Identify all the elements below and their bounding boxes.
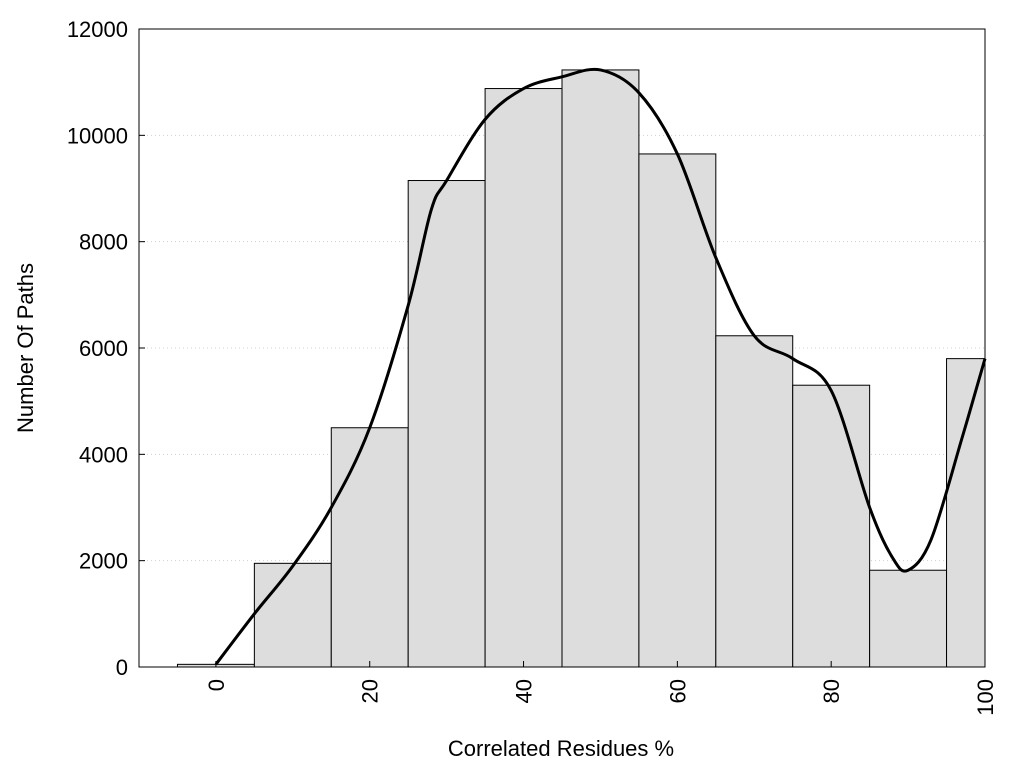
y-axis-label: Number Of Paths [13, 263, 38, 433]
bar [407, 180, 486, 668]
y-tick-label: 0 [116, 655, 128, 680]
bar [869, 569, 948, 668]
bar [946, 358, 986, 668]
y-axis: 0 2000 4000 6000 8000 10000 12000 [67, 17, 145, 680]
y-tick-label: 8000 [79, 230, 128, 255]
bar [792, 384, 871, 668]
density-curve [214, 67, 987, 666]
bar [484, 88, 563, 668]
bar [330, 427, 409, 668]
y-tick-label: 2000 [79, 549, 128, 574]
bar [715, 335, 794, 668]
x-tick-label: 60 [665, 679, 690, 703]
x-tick-label: 80 [819, 679, 844, 703]
y-tick-label: 10000 [67, 123, 128, 148]
density-curve-series [214, 67, 987, 666]
x-axis: 0 20 40 60 80 100 [204, 661, 998, 716]
bar [561, 69, 640, 668]
y-tick-label: 4000 [79, 442, 128, 467]
x-tick-label: 20 [358, 679, 383, 703]
x-tick-label: 40 [512, 679, 537, 703]
x-axis-label: Correlated Residues % [448, 736, 674, 761]
bar-series [176, 69, 986, 668]
y-tick-label: 12000 [67, 17, 128, 42]
bar [253, 562, 332, 668]
x-tick-label: 0 [204, 679, 229, 691]
x-tick-label: 100 [973, 679, 998, 716]
y-tick-label: 6000 [79, 336, 128, 361]
